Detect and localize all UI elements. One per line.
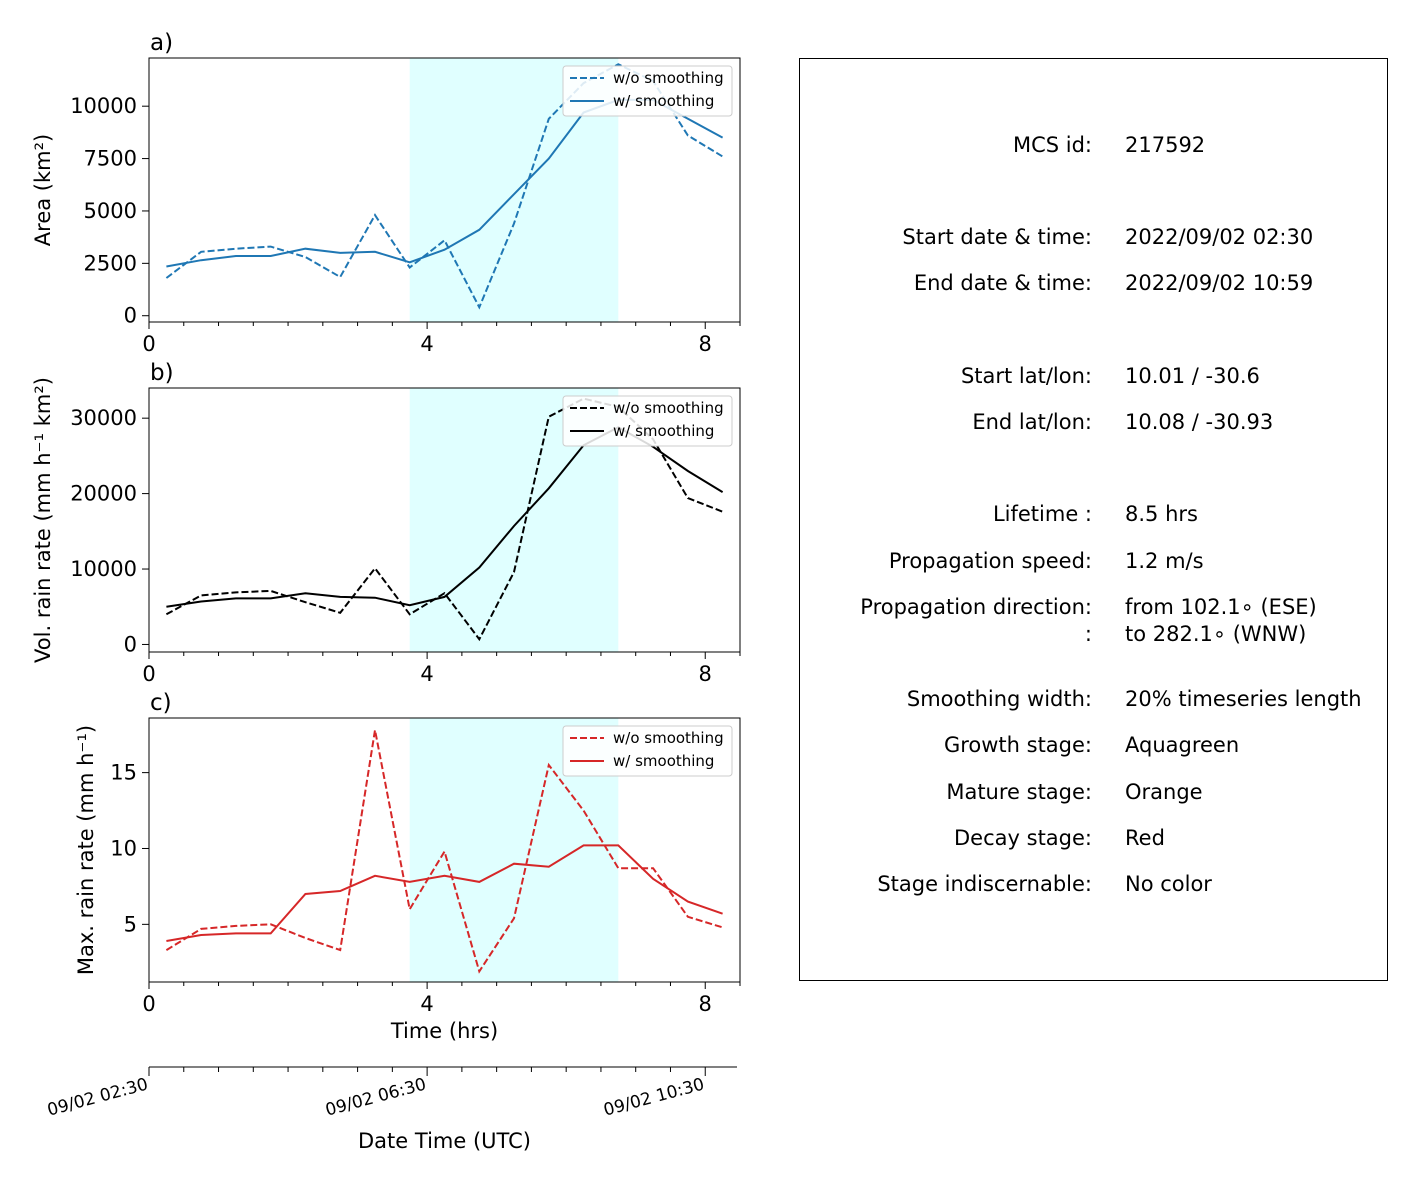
info-key: End lat/lon: <box>972 410 1092 434</box>
y-tick-label: 20000 <box>70 482 137 506</box>
info-value: 10.08 / -30.93 <box>1125 410 1274 434</box>
info-key: Lifetime : <box>992 502 1092 526</box>
info-key: Start date & time: <box>902 225 1092 249</box>
info-panel: MCS id: 217592 Start date & time: 2022/09/… <box>799 58 1388 981</box>
info-value: Orange <box>1125 780 1203 804</box>
x-tick-label: 4 <box>420 662 433 686</box>
y-tick-label: 2500 <box>84 251 137 275</box>
x-tick-label: 8 <box>699 662 712 686</box>
x-tick-label: 0 <box>142 332 155 356</box>
info-key: Decay stage: <box>954 826 1092 850</box>
y-tick-label: 10000 <box>70 557 137 581</box>
x-tick-label: 4 <box>420 992 433 1016</box>
y-tick-label: 15 <box>110 761 137 785</box>
legend: w/o smoothing w/ smoothing <box>562 65 733 117</box>
info-value: to 282.1∘ (WNW) <box>1125 622 1307 646</box>
info-key: Smoothing width: <box>906 687 1092 711</box>
axes-frame <box>148 387 741 653</box>
y-axis-label: Area (km²) <box>31 134 55 246</box>
x-tick-label: 0 <box>142 992 155 1016</box>
y-axis-label: Max. rain rate (mm h⁻¹) <box>74 725 98 975</box>
x-tick-label: 0 <box>142 662 155 686</box>
y-tick-label: 10 <box>110 836 137 860</box>
legend-label: w/ smoothing <box>613 422 714 440</box>
info-value: 217592 <box>1125 133 1206 157</box>
y-tick-label: 0 <box>124 632 137 656</box>
panel-area: 0 4 8 0 2500 5000 7500 10000 a) Area (km²) w/o smo… <box>31 30 741 356</box>
y-axis-label: Vol. rain rate (mm h⁻¹ km²) <box>31 377 55 663</box>
legend: w/o smoothing w/ smoothing <box>562 395 733 447</box>
series-line-smoothed <box>166 844 723 942</box>
legend-label: w/o smoothing <box>613 729 724 747</box>
panel-label: a) <box>150 30 173 56</box>
legend-label: w/ smoothing <box>613 92 714 110</box>
legend-box <box>562 395 733 447</box>
y-tick-label: 5 <box>124 912 137 936</box>
panel-label: c) <box>150 690 172 716</box>
legend-box <box>562 65 733 117</box>
datetime-axis: 09/02 02:30 09/02 06:30 09/02 10:30 Date Ti… <box>45 1066 737 1153</box>
panel-label: b) <box>150 360 174 386</box>
info-value: Aquagreen <box>1125 733 1240 757</box>
info-value: 10.01 / -30.6 <box>1125 364 1260 388</box>
info-value: from 102.1∘ (ESE) <box>1125 595 1317 619</box>
x-tick-label: 8 <box>699 332 712 356</box>
x-tick-label: 8 <box>699 992 712 1016</box>
info-key: Propagation speed: <box>888 549 1092 573</box>
info-value: 8.5 hrs <box>1125 502 1198 526</box>
datetime-tick-label: 09/02 06:30 <box>323 1075 428 1121</box>
info-value: 2022/09/02 02:30 <box>1125 225 1314 249</box>
x-tick-label: 4 <box>420 332 433 356</box>
info-value: 1.2 m/s <box>1125 549 1204 573</box>
info-value: Red <box>1125 826 1165 850</box>
info-key: End date & time: <box>913 271 1092 295</box>
info-key: Mature stage: <box>946 780 1092 804</box>
datetime-tick-label: 09/02 10:30 <box>601 1075 706 1121</box>
panel-volrain: 0 4 8 0 10000 20000 30000 b) Vol. rain rate (mm … <box>31 360 741 686</box>
info-key: Propagation direction: <box>860 595 1092 619</box>
info-key: Stage indiscernable: <box>877 872 1092 896</box>
legend-label: w/o smoothing <box>613 69 724 87</box>
info-value: 2022/09/02 10:59 <box>1125 271 1314 295</box>
y-tick-label: 7500 <box>84 147 137 171</box>
y-tick-label: 5000 <box>84 199 137 223</box>
legend-box <box>562 725 733 777</box>
axes-frame <box>148 717 741 983</box>
legend-label: w/o smoothing <box>613 399 724 417</box>
x-axis-label: Time (hrs) <box>390 1019 498 1043</box>
datetime-tick-label: 09/02 02:30 <box>45 1075 150 1121</box>
legend-label: w/ smoothing <box>613 752 714 770</box>
y-tick-label: 0 <box>124 304 137 328</box>
y-tick-label: 30000 <box>70 406 137 430</box>
info-key: Growth stage: <box>943 733 1092 757</box>
panel-maxrain: 0 4 8 5 10 15 c) Max. rain rate (mm h⁻¹) w/o smo… <box>74 690 741 1043</box>
info-key: Start lat/lon: <box>960 364 1092 388</box>
datetime-axis-label: Date Time (UTC) <box>358 1129 531 1153</box>
info-value: No color <box>1125 872 1212 896</box>
info-key: : <box>1084 622 1092 646</box>
info-value: 20% timeseries length <box>1125 687 1362 711</box>
info-key: MCS id: <box>1012 133 1092 157</box>
y-tick-label: 10000 <box>70 94 137 118</box>
axes-frame <box>148 57 741 323</box>
legend: w/o smoothing w/ smoothing <box>562 725 733 777</box>
